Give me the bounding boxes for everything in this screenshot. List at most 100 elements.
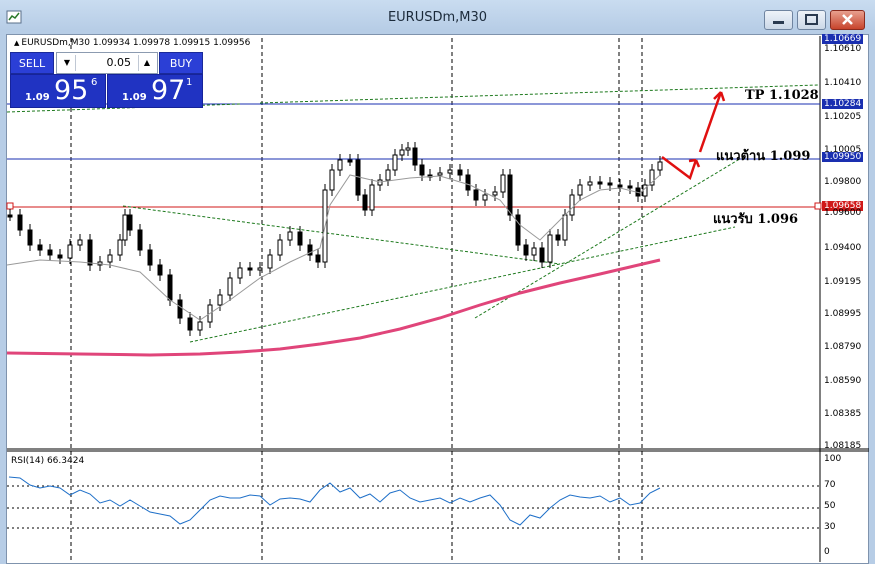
- price-axis-label: 1.08385: [824, 409, 862, 419]
- candle-body: [137, 229, 143, 251]
- candle-body: [267, 254, 273, 269]
- candle-body: [122, 214, 128, 241]
- trade-arrow: [661, 91, 726, 181]
- candle-body: [587, 181, 593, 186]
- candle-body: [27, 229, 33, 246]
- candle-body: [47, 249, 53, 256]
- candle-body: [405, 147, 411, 151]
- candle-body: [117, 239, 123, 256]
- candle-body: [362, 194, 368, 211]
- candle-body: [457, 169, 463, 176]
- candle-body: [607, 182, 613, 186]
- candle-body: [412, 147, 418, 166]
- candle-body: [523, 244, 529, 256]
- rsi-axis-label: 50: [824, 501, 836, 511]
- candle-body: [562, 214, 568, 241]
- candle-body: [147, 249, 153, 266]
- candle-body: [392, 154, 398, 171]
- sell-button[interactable]: SELL: [10, 52, 54, 74]
- rsi-axis-label: 30: [824, 522, 836, 532]
- candle-body: [237, 267, 243, 279]
- candle-body: [539, 247, 545, 263]
- price-axis-label: 1.08185: [824, 441, 862, 451]
- price-axis-label: 1.09658: [822, 201, 864, 211]
- candle-body: [465, 174, 471, 191]
- price-axis-label: 1.10669: [822, 34, 864, 44]
- candle-body: [187, 317, 193, 331]
- candle-body: [347, 159, 353, 163]
- candle-body: [57, 254, 63, 259]
- candle-body: [315, 254, 321, 263]
- lot-size-input[interactable]: ▼ 0.05 ▲: [56, 52, 158, 74]
- candle-body: [617, 184, 623, 188]
- candle-body: [555, 234, 561, 241]
- candle-body: [507, 174, 513, 216]
- price-axis-label: 1.10610: [824, 44, 862, 54]
- candle-body: [287, 231, 293, 241]
- candle-body: [419, 164, 425, 176]
- title-bar[interactable]: EURUSDm,M30: [0, 0, 875, 34]
- price-axis-label: 1.10410: [824, 78, 862, 88]
- minimize-icon: [773, 21, 784, 24]
- rsi-axis-label: 70: [824, 480, 836, 490]
- ask-pips: 97: [151, 75, 186, 106]
- candle-body: [369, 184, 375, 211]
- candle-body: [531, 247, 537, 256]
- window-title: EURUSDm,M30: [387, 10, 488, 25]
- support-annotation: แนวรับ 1.096: [713, 212, 799, 227]
- take-profit-annotation: TP 1.1028: [745, 88, 819, 103]
- candle-body: [447, 169, 453, 174]
- candle-body: [627, 185, 633, 189]
- lot-increase-icon[interactable]: ▲: [138, 55, 155, 71]
- rsi-line: [8, 476, 661, 526]
- candle-body: [597, 181, 603, 185]
- candle-body: [657, 161, 663, 171]
- maximize-button[interactable]: [797, 10, 826, 30]
- candlestick-series: [7, 142, 663, 336]
- candle-body: [307, 244, 313, 256]
- candle-body: [217, 294, 223, 306]
- candle-body: [197, 321, 203, 331]
- bid-quote[interactable]: 1.09 95 6: [10, 74, 106, 108]
- candle-body: [297, 231, 303, 246]
- rsi-axis-label: 100: [824, 454, 842, 464]
- ask-quote[interactable]: 1.09 97 1: [107, 74, 203, 108]
- lot-decrease-icon[interactable]: ▼: [59, 55, 76, 71]
- lot-value[interactable]: 0.05: [106, 56, 132, 69]
- candle-body: [473, 189, 479, 201]
- candle-body: [277, 239, 283, 256]
- close-icon: [842, 14, 853, 25]
- collapse-marker-icon[interactable]: ▲: [14, 39, 20, 47]
- candle-body: [577, 184, 583, 196]
- candle-body: [492, 191, 498, 196]
- candle-body: [127, 214, 133, 231]
- price-axis-label: 1.09600: [824, 208, 862, 218]
- candle-body: [547, 234, 553, 263]
- close-button[interactable]: [830, 10, 865, 30]
- candle-body: [227, 277, 233, 296]
- candle-body: [247, 267, 253, 271]
- candle-body: [257, 267, 263, 271]
- candle-body: [569, 194, 575, 216]
- candle-body: [482, 194, 488, 201]
- buy-button[interactable]: BUY: [159, 52, 203, 74]
- candle-body: [437, 172, 443, 176]
- candle-body: [399, 149, 405, 156]
- candle-body: [67, 244, 73, 259]
- candle-body: [500, 174, 506, 193]
- price-axis-label: 1.09195: [824, 277, 862, 287]
- candle-body: [87, 239, 93, 266]
- candle-body: [37, 244, 43, 251]
- candle-body: [167, 274, 173, 301]
- minimize-button[interactable]: [764, 10, 793, 30]
- rsi-axis-label: 0: [824, 547, 830, 557]
- candle-body: [177, 299, 183, 319]
- candle-body: [107, 254, 113, 263]
- symbol-ohlc: EURUSDm,M30 1.09934 1.09978 1.09915 1.09…: [21, 38, 251, 48]
- bid-pips: 95: [54, 75, 89, 106]
- candle-body: [337, 159, 343, 171]
- ask-prefix: 1.09: [122, 92, 147, 103]
- candle-body: [329, 169, 335, 191]
